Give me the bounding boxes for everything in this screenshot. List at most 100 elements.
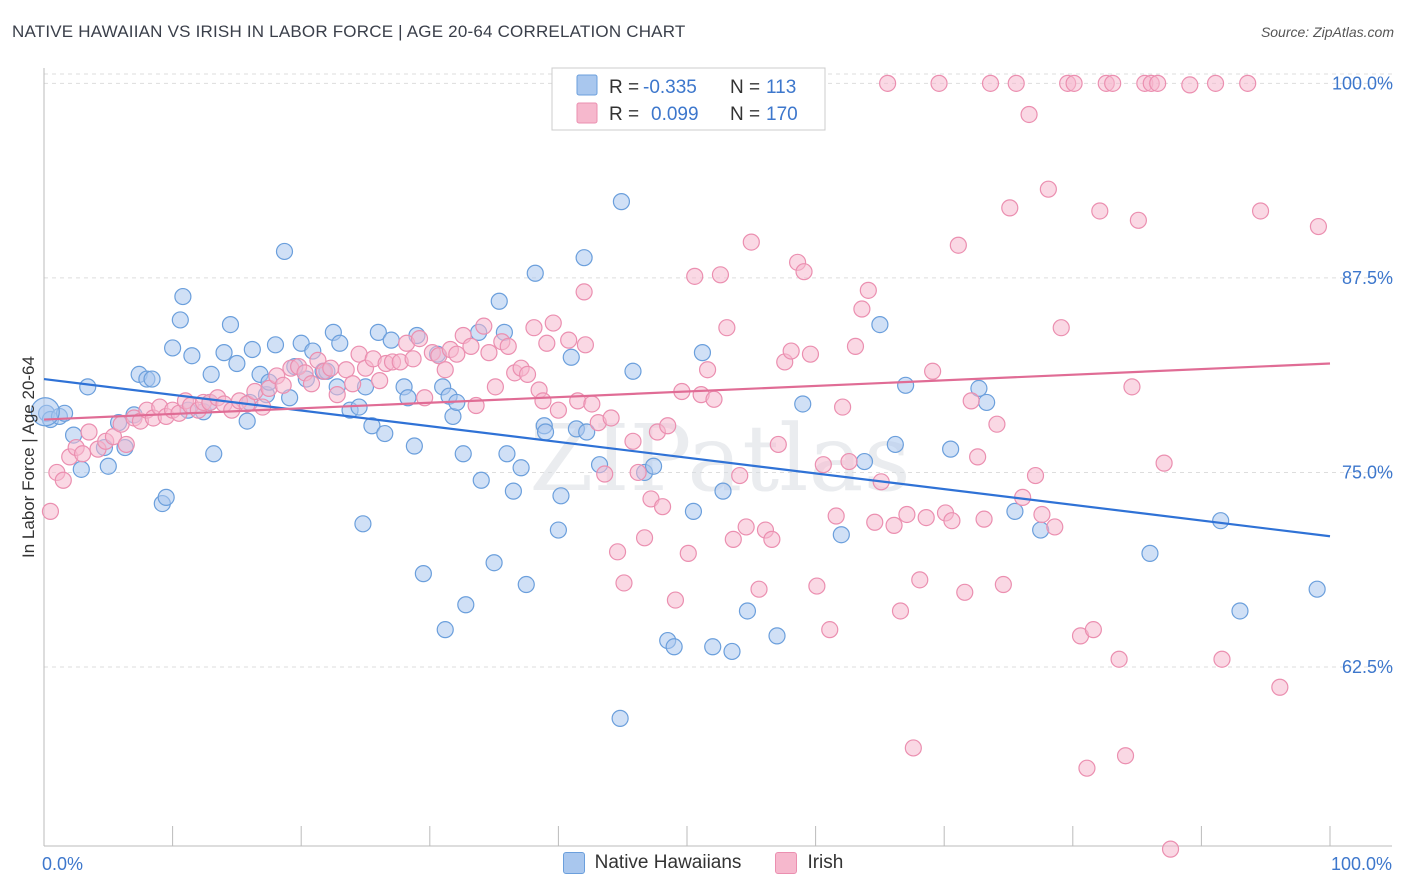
legend-n-value-1: 113: [766, 77, 796, 98]
legend-swatch-pink: [576, 102, 598, 124]
native-hawaiians-point: [369, 323, 387, 341]
irish-point: [1091, 202, 1109, 220]
legend-bottom: Native Hawaiians Irish: [0, 852, 1406, 874]
native-hawaiians-point: [414, 565, 432, 583]
irish-point: [1271, 678, 1289, 696]
irish-point: [448, 345, 466, 363]
irish-point: [666, 591, 685, 609]
native-hawaiians-point: [942, 440, 960, 458]
native-hawaiians-point: [1032, 521, 1050, 539]
irish-point: [1104, 74, 1122, 92]
native-hawaiians-point: [714, 482, 732, 500]
irish-point: [711, 266, 730, 284]
legend-r-label-2: R =: [609, 104, 639, 125]
irish-point: [943, 512, 961, 530]
native-hawaiians-point: [164, 339, 182, 357]
legend-n-label-1: N =: [730, 77, 760, 98]
irish-point: [475, 317, 493, 335]
irish-point: [544, 314, 562, 332]
irish-point: [879, 74, 897, 92]
native-hawaiians-point: [202, 365, 220, 383]
irish-point: [302, 375, 321, 393]
trend-lines: [43, 362, 1331, 538]
irish-point: [859, 281, 877, 299]
legend-r-value-1: -0.335: [643, 77, 697, 98]
native-hawaiians-point: [549, 521, 568, 539]
native-hawaiians-point: [684, 502, 703, 520]
irish-point: [635, 529, 654, 547]
native-hawaiians-point: [354, 515, 372, 533]
source-credit: Source: ZipAtlas.com: [1260, 24, 1394, 40]
native-hawaiians-point: [562, 348, 580, 366]
irish-point: [1206, 74, 1225, 92]
irish-point: [525, 319, 543, 337]
native-hawaiians-point: [978, 393, 996, 412]
irish-point: [1046, 518, 1064, 536]
irish-point: [705, 390, 723, 408]
native-hawaiians-point: [498, 445, 516, 463]
y-tick-label: 75.0%: [1342, 462, 1393, 482]
native-hawaiians-point: [738, 602, 757, 620]
x-tick-label-min: 0.0%: [42, 854, 83, 874]
irish-point: [1020, 105, 1038, 124]
irish-point: [371, 372, 389, 390]
irish-point: [518, 365, 537, 383]
irish-point: [608, 543, 627, 561]
irish-point: [624, 432, 642, 450]
native-hawaiians-point: [552, 487, 570, 505]
irish-point: [917, 508, 935, 527]
native-hawaiians-point: [665, 638, 683, 656]
native-hawaiians-point: [1006, 502, 1024, 520]
native-hawaiians-point: [886, 435, 904, 454]
irish-point: [969, 448, 987, 466]
irish-point: [1116, 747, 1135, 765]
irish-point: [322, 359, 340, 377]
irish-point: [462, 337, 480, 355]
irish-point: [885, 516, 903, 534]
irish-point: [583, 395, 601, 413]
y-axis-label: In Labor Force | Age 20-64: [19, 356, 38, 558]
irish-point: [629, 463, 647, 482]
irish-point: [104, 428, 123, 446]
legend-swatch-blue: [576, 74, 598, 96]
irish-point: [1039, 180, 1057, 198]
irish-point: [988, 415, 1006, 433]
irish-point: [117, 435, 135, 454]
irish-point: [904, 739, 922, 757]
irish-point: [575, 283, 593, 301]
irish-point: [1007, 74, 1025, 92]
irish-point: [1052, 319, 1070, 337]
irish-point: [853, 300, 871, 318]
irish-point: [724, 530, 742, 548]
native-hawaiians-point: [436, 621, 454, 639]
irish-point: [686, 267, 704, 285]
irish-point: [549, 401, 568, 419]
native-hawaiians-point: [794, 395, 812, 413]
irish-point: [956, 583, 974, 601]
irish-point: [994, 575, 1012, 594]
irish-point: [1065, 74, 1083, 92]
legend-item-native-hawaiians: Native Hawaiians: [562, 852, 741, 874]
irish-point: [801, 345, 820, 363]
native-hawaiians-point: [1212, 512, 1230, 530]
irish-point: [80, 423, 98, 441]
chart-title: NATIVE HAWAIIAN VS IRISH IN LABOR FORCE …: [12, 22, 686, 41]
native-hawaiians-point: [331, 334, 349, 352]
irish-point: [866, 513, 884, 531]
irish-point: [981, 74, 1000, 92]
native-hawaiians-point: [526, 264, 544, 282]
native-hawaiians-point: [517, 575, 535, 594]
native-hawaiians-point: [871, 315, 889, 334]
native-hawaiians-point: [205, 445, 223, 463]
native-hawaiians-trend-line: [43, 377, 1331, 538]
irish-point: [698, 361, 717, 379]
native-hawaiians-point: [79, 378, 97, 396]
irish-trend-line: [43, 362, 1331, 421]
native-hawaiians-point: [1141, 544, 1159, 562]
legend-item-irish: Irish: [775, 852, 843, 874]
native-hawaiians-point: [693, 344, 712, 362]
native-hawaiians-point: [457, 596, 475, 614]
native-hawaiians-point: [376, 424, 394, 443]
legend-r-value-2: 0.099: [651, 104, 699, 125]
native-hawaiians-point: [1231, 602, 1249, 620]
